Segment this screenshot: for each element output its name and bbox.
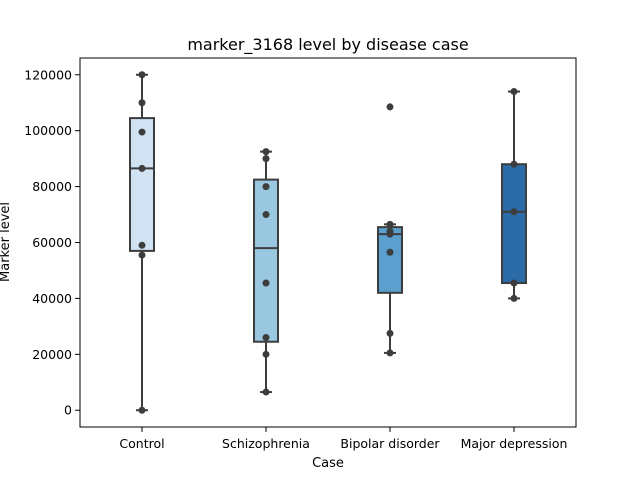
y-tick-label: 120000 [24, 67, 72, 82]
x-axis: Control Schizophrenia Bipolar disorder Majo… [119, 427, 567, 451]
y-tick-label: 40000 [32, 291, 72, 306]
y-tick-label: 60000 [32, 235, 72, 250]
data-point [386, 103, 394, 111]
iqr-box [129, 117, 155, 252]
data-point [138, 406, 146, 414]
data-point [262, 388, 270, 396]
data-point [262, 183, 270, 191]
data-point [262, 155, 270, 163]
x-tick-label: Bipolar disorder [340, 436, 440, 451]
x-axis-label: Case [312, 456, 344, 471]
iqr-box [377, 226, 403, 294]
x-tick-label: Major depression [461, 436, 568, 451]
data-point [510, 160, 518, 168]
box-major-depression [501, 90, 527, 300]
data-point [138, 164, 146, 172]
data-point [138, 128, 146, 136]
x-tick-label: Control [119, 436, 164, 451]
data-point [138, 71, 146, 79]
data-point [262, 334, 270, 342]
data-point [510, 279, 518, 287]
chart-title: marker_3168 level by disease case [187, 35, 468, 55]
data-point [386, 248, 394, 256]
y-tick-label: 80000 [32, 179, 72, 194]
x-tick-label: Schizophrenia [222, 436, 310, 451]
points-layer [138, 71, 518, 414]
data-point [386, 230, 394, 238]
data-point [510, 294, 518, 302]
box-bipolar-disorder [377, 102, 403, 354]
y-tick-label: 0 [64, 403, 72, 418]
data-point [510, 208, 518, 216]
y-tick-label: 100000 [24, 123, 72, 138]
box-schizophrenia [253, 150, 279, 394]
data-point [386, 329, 394, 337]
data-point [138, 241, 146, 249]
iqr-box [253, 178, 279, 343]
y-axis-label: Marker level [0, 202, 13, 282]
data-point [262, 279, 270, 287]
data-point [138, 251, 146, 259]
data-point [262, 148, 270, 156]
plot-frame [79, 57, 577, 428]
data-point [386, 220, 394, 228]
boxes-layer [129, 73, 527, 412]
y-axis: 0 20000 40000 60000 80000 100000 120000 [24, 67, 80, 418]
data-point [138, 99, 146, 107]
data-point [386, 349, 394, 357]
box-control [129, 73, 155, 412]
iqr-box [501, 163, 527, 285]
y-tick-label: 20000 [32, 347, 72, 362]
data-point [510, 88, 518, 96]
data-point [262, 350, 270, 358]
data-point [262, 211, 270, 219]
